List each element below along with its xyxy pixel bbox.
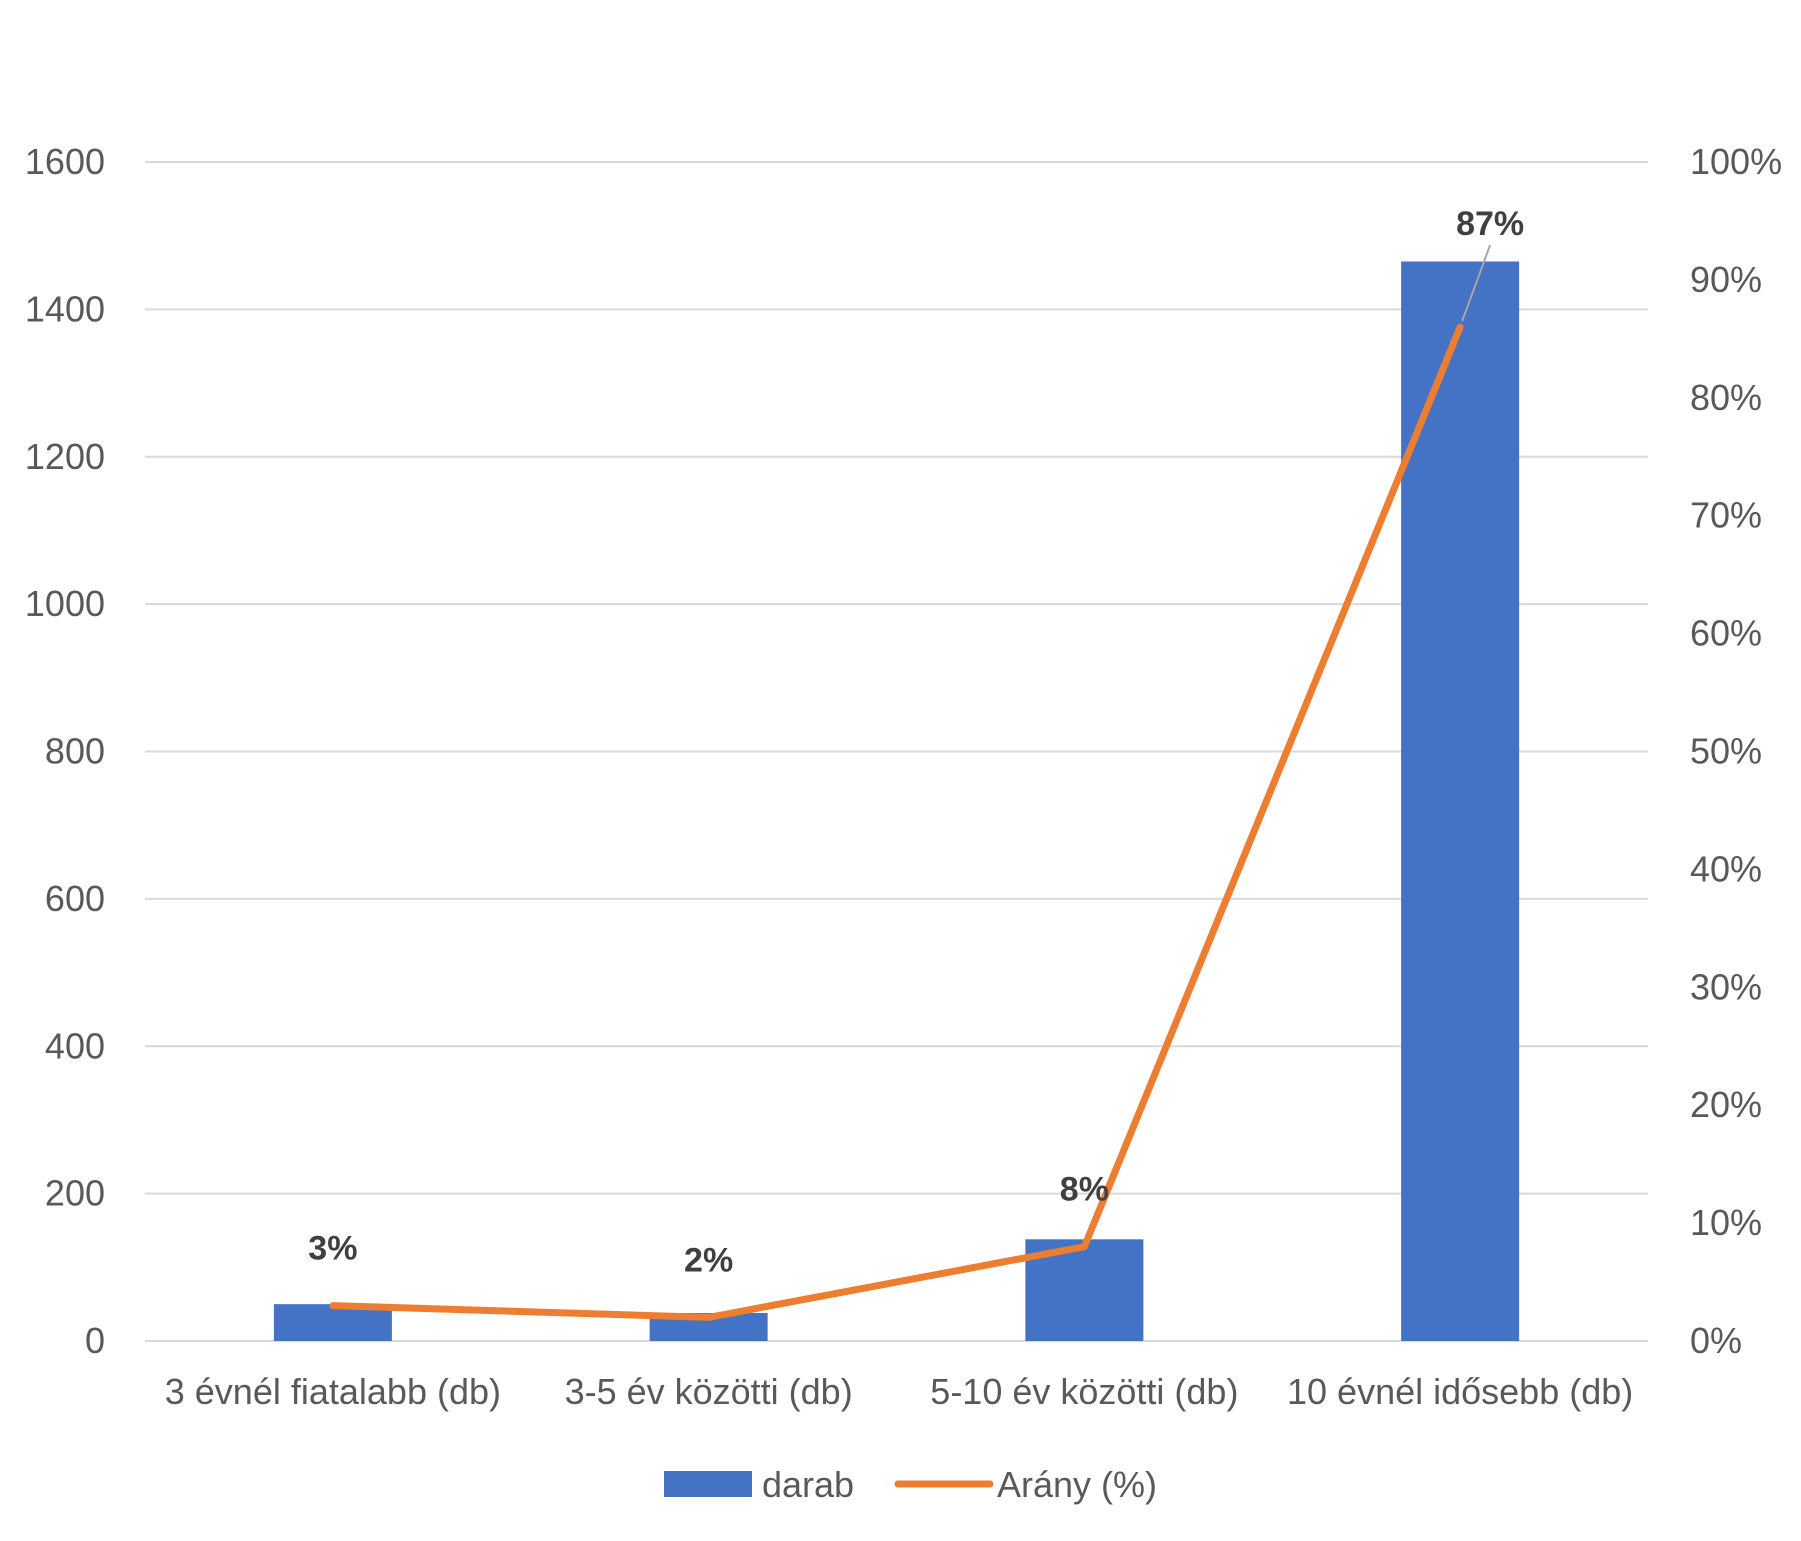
right-tick-label: 100% [1690,141,1782,182]
data-label: 8% [1060,1171,1109,1209]
right-tick-label: 20% [1690,1084,1762,1125]
data-label: 2% [684,1241,733,1279]
line-point [1081,1243,1088,1250]
category-label: 3-5 év közötti (db) [565,1371,853,1412]
line-point [1457,324,1464,331]
category-label: 5-10 év közötti (db) [930,1371,1238,1412]
legend-label-arany: Arány (%) [997,1464,1157,1505]
legend-swatch-darab [664,1471,752,1497]
left-tick-label: 1600 [25,141,105,182]
right-tick-label: 80% [1690,377,1762,418]
left-tick-label: 600 [45,878,105,919]
left-tick-label: 400 [45,1025,105,1066]
data-labels: 3% 2% 8% 87% [308,205,1524,1279]
category-label: 3 évnél fiatalabb (db) [165,1371,501,1412]
right-tick-label: 90% [1690,259,1762,300]
left-tick-label: 0 [85,1320,105,1361]
data-label: 87% [1456,205,1524,243]
line-point [329,1302,336,1309]
left-tick-label: 800 [45,731,105,772]
right-tick-label: 0% [1690,1320,1742,1361]
gridlines [145,161,1648,1342]
series-line [329,323,1464,1321]
line-point [705,1314,712,1321]
right-axis-ticks: 0% 10% 20% 30% 40% 50% 60% 70% 80% 90% 100% [1690,141,1782,1361]
right-tick-label: 10% [1690,1202,1762,1243]
right-tick-label: 30% [1690,966,1762,1007]
left-tick-label: 1400 [25,288,105,329]
category-label: 10 évnél idősebb (db) [1287,1371,1633,1412]
legend-label-darab: darab [762,1464,854,1505]
leader-line [1461,244,1492,322]
right-tick-label: 40% [1690,848,1762,889]
right-tick-label: 70% [1690,495,1762,536]
right-tick-label: 50% [1690,731,1762,772]
bar [1401,261,1520,1341]
left-tick-label: 1200 [25,436,105,477]
left-tick-label: 200 [45,1173,105,1214]
legend: darab Arány (%) [664,1464,1157,1505]
bar-series-darab [273,261,1520,1341]
line-series-arany [329,323,1464,1321]
category-axis: 3 évnél fiatalabb (db) 3-5 év közötti (db… [165,1371,1633,1412]
left-axis-ticks: 0 200 400 600 800 1000 1200 1400 1600 [25,141,105,1361]
left-tick-label: 1000 [25,583,105,624]
data-label: 3% [308,1230,357,1268]
right-tick-label: 60% [1690,613,1762,654]
